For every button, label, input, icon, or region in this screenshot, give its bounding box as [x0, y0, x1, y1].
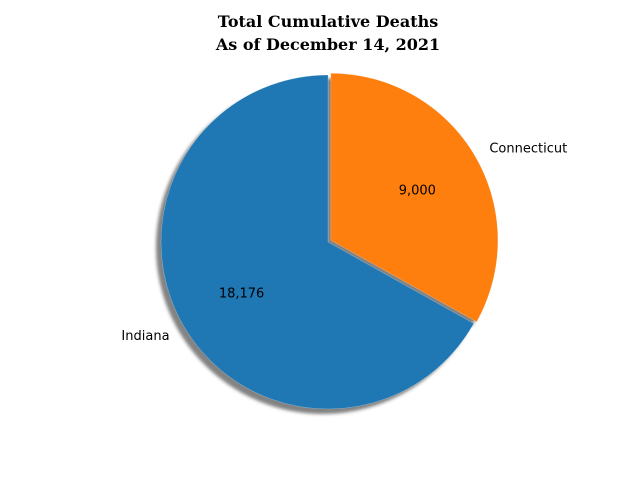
pie-slice-connecticut [330, 73, 499, 323]
chart-subtitle: As of December 14, 2021 [215, 35, 440, 54]
pie-slices [160, 73, 499, 410]
pie-slice-indiana [160, 74, 475, 410]
value-label-connecticut: 9,000 [399, 184, 436, 199]
slice-label-indiana: Indiana [121, 329, 169, 344]
value-label-indiana: 18,176 [219, 287, 265, 302]
pie-labels: Indiana 18,176 Connecticut 9,000 [121, 141, 567, 344]
chart-title: Total Cumulative Deaths [218, 12, 439, 31]
slice-label-connecticut: Connecticut [489, 141, 567, 156]
